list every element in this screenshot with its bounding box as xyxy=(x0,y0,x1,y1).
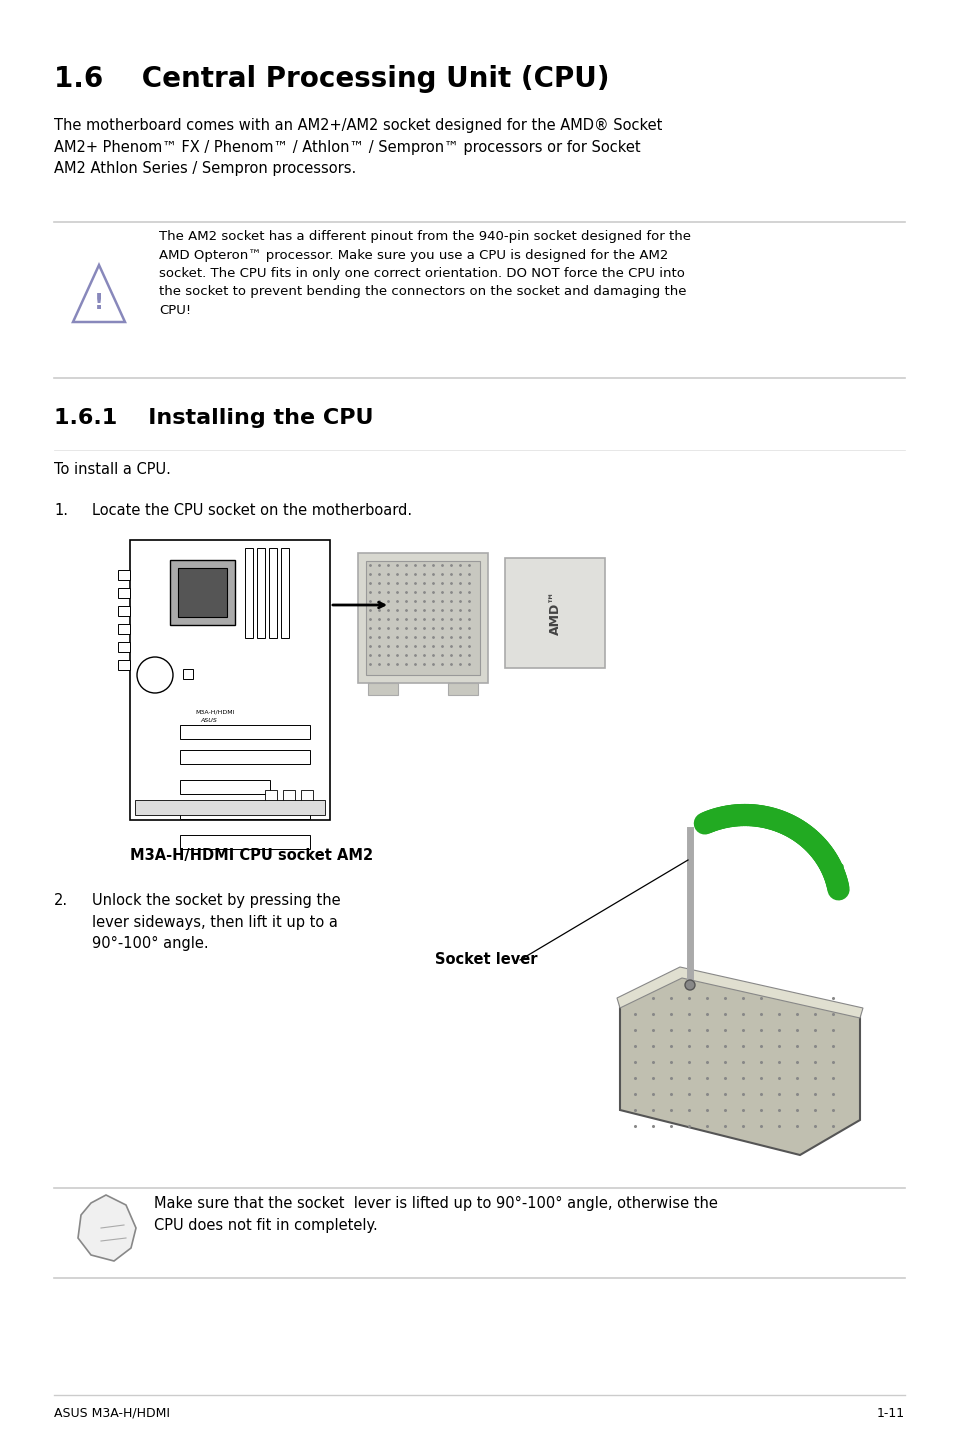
Bar xyxy=(448,683,477,695)
Text: M3A-H/HDMI: M3A-H/HDMI xyxy=(194,710,234,715)
Bar xyxy=(180,725,310,739)
Bar xyxy=(256,548,265,638)
Text: !: ! xyxy=(93,293,104,313)
Bar xyxy=(118,588,130,598)
Text: 1.6.1    Installing the CPU: 1.6.1 Installing the CPU xyxy=(54,408,374,429)
Text: Unlock the socket by pressing the
lever sideways, then lift it up to a
90°-100° : Unlock the socket by pressing the lever … xyxy=(91,893,340,951)
Bar xyxy=(281,548,289,638)
Text: AMD™: AMD™ xyxy=(548,591,561,636)
Text: 1.: 1. xyxy=(54,503,68,518)
Bar xyxy=(180,779,270,794)
Bar xyxy=(265,789,276,810)
Text: The AM2 socket has a different pinout from the 940-pin socket designed for the
A: The AM2 socket has a different pinout fr… xyxy=(159,230,690,316)
Bar xyxy=(366,561,479,674)
Text: Make sure that the socket  lever is lifted up to 90°-100° angle, otherwise the
C: Make sure that the socket lever is lifte… xyxy=(153,1196,717,1232)
Text: The motherboard comes with an AM2+/AM2 socket designed for the AMD® Socket
AM2+ : The motherboard comes with an AM2+/AM2 s… xyxy=(54,118,661,177)
Bar xyxy=(135,800,325,815)
Bar xyxy=(118,660,130,670)
Polygon shape xyxy=(617,966,862,1018)
Bar xyxy=(118,624,130,634)
Bar xyxy=(178,568,227,617)
Bar xyxy=(118,641,130,651)
Bar xyxy=(301,789,313,810)
Bar xyxy=(118,569,130,580)
Bar xyxy=(368,683,397,695)
Bar xyxy=(283,789,294,810)
Circle shape xyxy=(684,981,695,989)
Bar xyxy=(504,558,604,669)
Text: To install a CPU.: To install a CPU. xyxy=(54,462,171,477)
Text: Locate the CPU socket on the motherboard.: Locate the CPU socket on the motherboard… xyxy=(91,503,412,518)
Text: 2.: 2. xyxy=(54,893,68,907)
Polygon shape xyxy=(619,971,859,1155)
Text: ASUS: ASUS xyxy=(200,718,216,723)
Text: M3A-H/HDMI CPU socket AM2: M3A-H/HDMI CPU socket AM2 xyxy=(130,848,373,863)
Text: ASUS M3A-H/HDMI: ASUS M3A-H/HDMI xyxy=(54,1406,170,1419)
Bar xyxy=(130,541,330,820)
Bar xyxy=(118,605,130,615)
Text: 1.6    Central Processing Unit (CPU): 1.6 Central Processing Unit (CPU) xyxy=(54,65,609,93)
Bar xyxy=(180,835,310,848)
Bar xyxy=(183,669,193,679)
Bar xyxy=(180,805,310,820)
Text: Socket lever: Socket lever xyxy=(435,952,537,968)
Polygon shape xyxy=(78,1195,136,1261)
Bar xyxy=(357,554,488,683)
Bar xyxy=(269,548,276,638)
Bar xyxy=(170,559,234,626)
Bar xyxy=(245,548,253,638)
Text: 1-11: 1-11 xyxy=(876,1406,904,1419)
Bar xyxy=(180,751,310,764)
